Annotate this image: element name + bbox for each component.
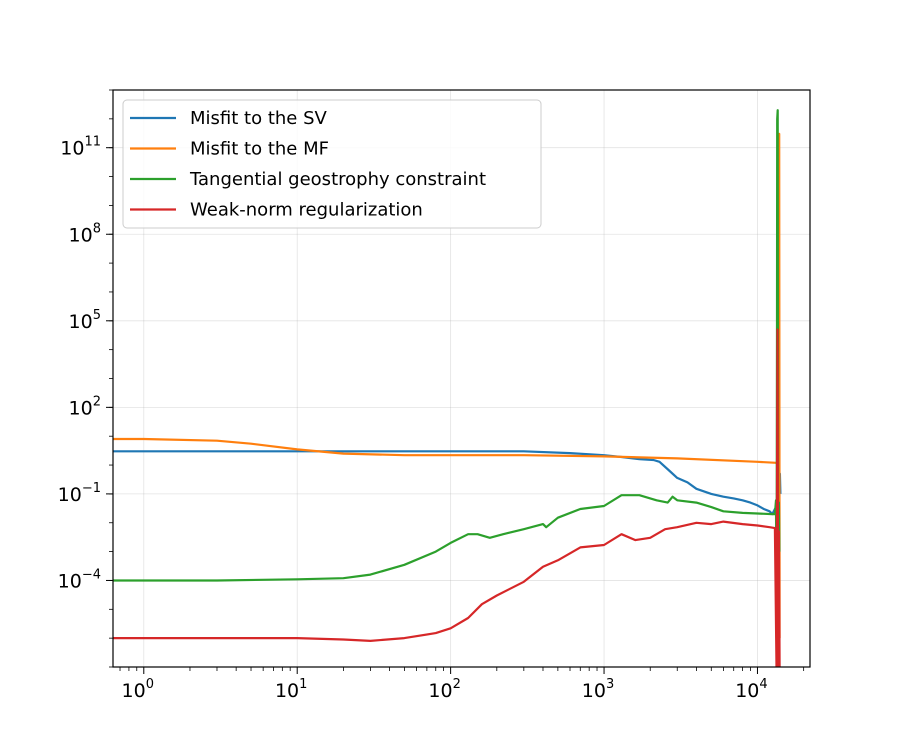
series-layer: [113, 109, 782, 667]
y-tick-label: 108: [69, 221, 101, 246]
legend-label: Weak-norm regularization: [190, 200, 423, 221]
legend-label: Misfit to the SV: [190, 108, 328, 129]
series-line-4: [113, 328, 781, 667]
y-tick-label: 10−1: [58, 481, 101, 506]
x-tick-label: 102: [428, 677, 460, 702]
x-tick-label: 101: [275, 677, 307, 702]
y-tick-label: 10−4: [58, 567, 101, 592]
legend: Misfit to the SV Misfit to the MF Tangenti…: [122, 99, 542, 229]
x-tick-label: 104: [735, 677, 767, 702]
legend-label: Tangential geostrophy constraint: [189, 169, 486, 190]
x-tick-label: 100: [122, 677, 154, 702]
y-tick-label: 105: [69, 308, 101, 333]
ticks: 100 101 102 103 104 10−4 10−1 102 105 108 1011: [58, 89, 805, 702]
legend-box: [122, 99, 542, 229]
y-tick-label: 102: [69, 394, 101, 419]
y-tick-label: 1011: [60, 135, 101, 160]
legend-label: Misfit to the MF: [190, 139, 329, 160]
x-tick-label: 103: [582, 677, 614, 702]
